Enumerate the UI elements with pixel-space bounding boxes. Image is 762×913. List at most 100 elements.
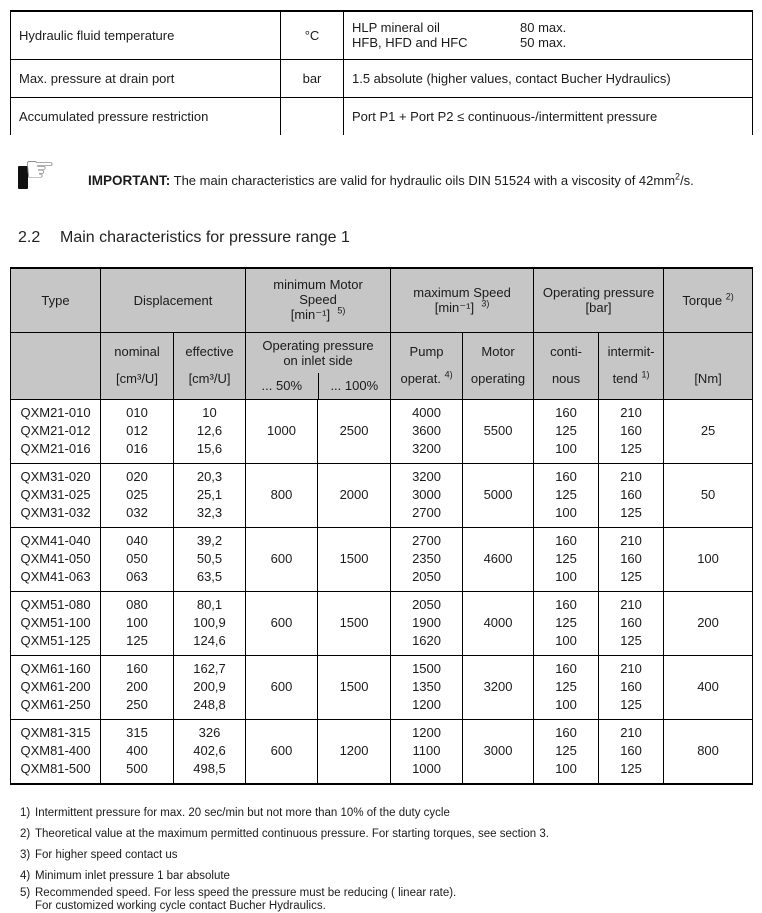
footnote-ref: 4) bbox=[20, 869, 31, 882]
important-note: ☞ IMPORTANT: The main characteristics ar… bbox=[18, 152, 752, 195]
cell-pressure-50: 600 bbox=[245, 590, 319, 656]
cell-motor-speed: 3000 bbox=[462, 718, 535, 784]
table-row: QXM21-010 QXM21-012 QXM21-016 010 012 016 10 12… bbox=[10, 398, 754, 464]
cell-continuous: 160 125 100 bbox=[533, 718, 600, 784]
cell-effective: 39,2 50,5 63,5 bbox=[172, 526, 247, 592]
col-intermittent: intermit- tend 1) bbox=[598, 331, 665, 400]
footnote: 1) Intermittent pressure for max. 20 sec/… bbox=[20, 807, 752, 820]
footnote-ref bbox=[20, 900, 35, 913]
cell-intermittent: 210 160 125 bbox=[598, 654, 665, 720]
cell-effective: 10 12,6 15,6 bbox=[172, 398, 247, 464]
footnote-text: For higher speed contact us bbox=[35, 848, 178, 861]
footnotes: 1) Intermittent pressure for max. 20 sec/… bbox=[20, 807, 752, 913]
cell-nominal: 020 025 032 bbox=[100, 462, 174, 528]
cell-pressure-100: 1200 bbox=[317, 718, 392, 784]
fluid-spec-table: Hydraulic fluid temperature °C HLP miner… bbox=[10, 10, 753, 135]
spec-value: 1.5 absolute (higher values, contact Buc… bbox=[343, 58, 753, 98]
footnote-ref: 3) bbox=[481, 298, 490, 309]
cell-type: QXM51-080 QXM51-100 QXM51-125 bbox=[10, 590, 101, 656]
col-torque: Torque 2) bbox=[663, 267, 754, 333]
section-title: Main characteristics for pressure range … bbox=[60, 229, 350, 246]
table-row: QXM31-020 QXM31-025 QXM31-032 020 025 032 20,3… bbox=[10, 462, 754, 528]
cell-motor-speed: 4000 bbox=[462, 590, 535, 656]
cell-pump-speed: 4000 3600 3200 bbox=[390, 398, 464, 464]
fluid-label: HLP mineral oil bbox=[352, 20, 440, 36]
cell-intermittent: 210 160 125 bbox=[598, 398, 665, 464]
col-max-speed: maximum Speed [min⁻¹] 3) bbox=[390, 267, 535, 333]
cell-motor-speed: 5000 bbox=[462, 462, 535, 528]
footnote-ref: 5) bbox=[337, 305, 346, 316]
footnote-ref: 2) bbox=[725, 291, 734, 302]
footnote: For customized working cycle contact Buc… bbox=[20, 900, 752, 913]
cell-pump-speed: 1500 1350 1200 bbox=[390, 654, 464, 720]
footnote-ref: 2) bbox=[20, 827, 31, 840]
cell-pump-speed: 3200 3000 2700 bbox=[390, 462, 464, 528]
fluid-label: HFB, HFD and HFC bbox=[352, 35, 468, 51]
header-group-row: Type Displacement minimum Motor Speed [m… bbox=[10, 267, 754, 333]
pointing-hand-icon: ☞ bbox=[18, 152, 74, 195]
footnote-ref: 5) bbox=[20, 886, 31, 899]
col-min-motor-speed: minimum Motor Speed [min⁻¹] 5) bbox=[245, 267, 392, 333]
spec-unit bbox=[280, 96, 344, 135]
footnote-ref: 3) bbox=[20, 848, 31, 861]
cell-pressure-50: 1000 bbox=[245, 398, 319, 464]
cell-torque: 200 bbox=[663, 590, 754, 656]
table-row: QXM51-080 QXM51-100 QXM51-125 080 100 125 80,1… bbox=[10, 590, 754, 656]
cell-intermittent: 210 160 125 bbox=[598, 526, 665, 592]
cell-pressure-100: 2000 bbox=[317, 462, 392, 528]
spec-param: Max. pressure at drain port bbox=[10, 58, 281, 98]
fluid-entry: HFB, HFD and HFC 50 max. bbox=[352, 35, 744, 50]
cell-pressure-50: 600 bbox=[245, 654, 319, 720]
col-inlet-100: ... 100% bbox=[317, 372, 391, 399]
cell-nominal: 315 400 500 bbox=[100, 718, 174, 784]
fluid-limit: 50 max. bbox=[520, 35, 567, 51]
cell-effective: 80,1 100,9 124,6 bbox=[172, 590, 247, 656]
col-nominal: nominal [cm³/U] bbox=[100, 331, 174, 400]
cell-effective: 326 402,6 498,5 bbox=[172, 718, 247, 784]
cell-continuous: 160 125 100 bbox=[533, 462, 600, 528]
spec-unit: bar bbox=[280, 58, 344, 98]
note-label: IMPORTANT: bbox=[88, 172, 171, 188]
cell-pressure-50: 800 bbox=[245, 462, 319, 528]
cell-motor-speed: 4600 bbox=[462, 526, 535, 592]
cell-motor-speed: 3200 bbox=[462, 654, 535, 720]
footnote-text: Minimum inlet pressure 1 bar absolute bbox=[35, 869, 230, 882]
cell-continuous: 160 125 100 bbox=[533, 398, 600, 464]
cell-pressure-100: 1500 bbox=[317, 654, 392, 720]
footnote: 4) Minimum inlet pressure 1 bar absolute bbox=[20, 870, 752, 883]
cell-continuous: 160 125 100 bbox=[533, 654, 600, 720]
fluid-limit: 80 max. bbox=[520, 20, 567, 36]
cell-torque: 800 bbox=[663, 718, 754, 784]
spec-value: Port P1 + Port P2 ≤ continuous-/intermit… bbox=[343, 96, 753, 135]
fluid-entry: HLP mineral oil 80 max. bbox=[352, 20, 744, 35]
section-heading: 2.2 Main characteristics for pressure ra… bbox=[18, 229, 752, 247]
cell-type: QXM81-315 QXM81-400 QXM81-500 bbox=[10, 718, 101, 784]
cell-nominal: 160 200 250 bbox=[100, 654, 174, 720]
cell-pressure-100: 1500 bbox=[317, 590, 392, 656]
table-row: QXM41-040 QXM41-050 QXM41-063 040 050 063 39,2… bbox=[10, 526, 754, 592]
note-text: IMPORTANT: The main characteristics are … bbox=[88, 171, 694, 188]
cell-pressure-50: 600 bbox=[245, 526, 319, 592]
table-row: Hydraulic fluid temperature °C HLP miner… bbox=[10, 11, 753, 60]
section-number: 2.2 bbox=[18, 229, 41, 246]
col-operating-pressure: Operating pressure [bar] bbox=[533, 267, 665, 333]
cell-pump-speed: 2700 2350 2050 bbox=[390, 526, 464, 592]
footnote: 3) For higher speed contact us bbox=[20, 849, 752, 862]
cell-type: QXM31-020 QXM31-025 QXM31-032 bbox=[10, 462, 101, 528]
cell-nominal: 080 100 125 bbox=[100, 590, 174, 656]
col-nm: [Nm] bbox=[663, 331, 754, 400]
cell-pump-speed: 1200 1100 1000 bbox=[390, 718, 464, 784]
footnote-text: Recommended speed. For less speed the pr… bbox=[35, 886, 457, 899]
cell-intermittent: 210 160 125 bbox=[598, 718, 665, 784]
cell-pressure-100: 2500 bbox=[317, 398, 392, 464]
cell-type: QXM41-040 QXM41-050 QXM41-063 bbox=[10, 526, 101, 592]
table-row: QXM81-315 QXM81-400 QXM81-500 315 400 500 326 4… bbox=[10, 718, 754, 784]
footnote: 5) Recommended speed. For less speed the … bbox=[20, 887, 752, 900]
spec-param: Hydraulic fluid temperature bbox=[10, 11, 281, 60]
cell-pressure-100: 1500 bbox=[317, 526, 392, 592]
characteristics-table: Type Displacement minimum Motor Speed [m… bbox=[10, 267, 754, 785]
spec-param: Accumulated pressure restriction bbox=[10, 96, 281, 135]
table-row: Max. pressure at drain port bar 1.5 abso… bbox=[10, 58, 753, 98]
footnote-text: Theoretical value at the maximum permitt… bbox=[35, 827, 549, 840]
main-table-body: QXM21-010 QXM21-012 QXM21-016 010 012 016 10 12… bbox=[10, 398, 754, 784]
